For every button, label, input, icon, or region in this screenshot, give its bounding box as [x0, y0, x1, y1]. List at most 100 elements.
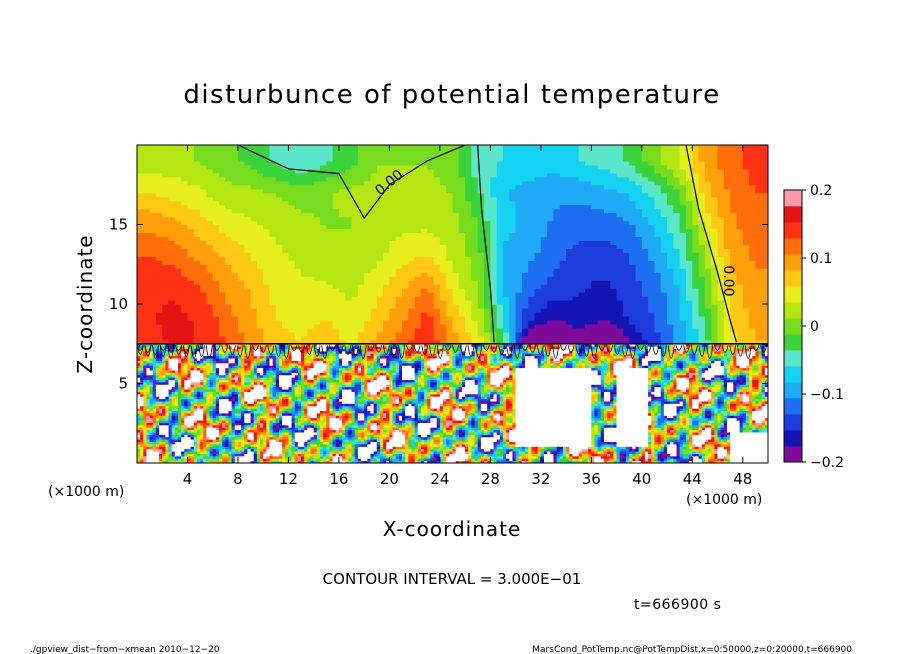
heat-cell	[452, 204, 460, 210]
heat-cell	[698, 164, 706, 170]
heat-cell	[654, 288, 662, 293]
heat-cell	[673, 315, 681, 321]
heat-cell	[301, 268, 308, 273]
heat-cell	[610, 315, 618, 321]
heat-cell	[572, 331, 580, 337]
heat-cell	[603, 331, 611, 337]
heat-cell	[200, 307, 208, 313]
heat-cell	[282, 307, 290, 313]
heat-cell	[610, 204, 618, 210]
heat-cell	[250, 236, 258, 241]
heat-cell	[673, 264, 681, 269]
heat-cell	[654, 240, 662, 245]
heat-cell	[755, 311, 763, 317]
heat-cell	[761, 300, 768, 305]
heat-cell	[509, 145, 517, 150]
heat-cell	[345, 319, 353, 325]
heat-cell	[446, 304, 454, 309]
heat-cell	[212, 256, 220, 261]
heat-cell	[231, 208, 239, 214]
heat-cell	[231, 156, 239, 162]
heat-cell	[534, 292, 542, 297]
heat-cell	[660, 268, 668, 273]
heat-cell	[162, 216, 170, 222]
heat-cell	[237, 331, 245, 337]
heat-cell	[187, 145, 195, 150]
heat-cell	[187, 220, 195, 226]
heat-cell	[711, 307, 719, 313]
heat-cell	[465, 300, 473, 305]
heat-cell	[168, 188, 176, 194]
heat-cell	[465, 319, 473, 325]
heat-cell	[282, 331, 290, 337]
heat-cell	[212, 184, 220, 190]
heat-cell	[282, 192, 290, 198]
heat-cell	[219, 208, 226, 214]
heat-cell	[559, 307, 567, 313]
heat-cell	[591, 292, 599, 297]
heat-cell	[528, 260, 536, 265]
heat-cell	[402, 327, 409, 333]
heat-cell	[673, 276, 681, 281]
heat-cell	[351, 252, 359, 257]
heat-cell	[395, 252, 403, 257]
heat-cell	[521, 256, 529, 261]
heat-cell	[446, 248, 454, 253]
heat-cell	[313, 272, 321, 277]
heat-cell	[553, 319, 561, 325]
heat-cell	[420, 224, 428, 230]
heat-cell	[761, 232, 768, 238]
heat-cell	[484, 315, 491, 321]
heat-cell	[471, 212, 479, 218]
heat-cell	[414, 196, 422, 202]
heat-cell	[654, 244, 662, 249]
heat-cell	[200, 315, 208, 321]
heat-cell	[660, 252, 668, 257]
heat-cell	[673, 252, 681, 257]
heat-cell	[755, 164, 763, 170]
heat-cell	[155, 319, 163, 325]
heat-cell	[383, 204, 390, 210]
heat-cell	[698, 252, 706, 257]
heat-cell	[244, 264, 252, 269]
heat-cell	[250, 284, 258, 289]
heat-cell	[585, 288, 592, 293]
heat-cell	[477, 304, 485, 309]
heat-cell	[679, 184, 687, 190]
heat-cell	[219, 164, 226, 170]
heat-cell	[137, 156, 144, 162]
heat-cell	[168, 296, 176, 301]
heat-cell	[641, 300, 649, 305]
heat-cell	[206, 319, 214, 325]
heat-cell	[622, 212, 630, 218]
heat-cell	[749, 276, 756, 281]
heat-cell	[206, 176, 214, 182]
heat-cell	[219, 152, 226, 158]
heat-cell	[193, 319, 201, 325]
heat-cell	[616, 264, 624, 269]
heat-cell	[603, 323, 611, 329]
heat-cell	[345, 232, 353, 238]
heat-cell	[408, 268, 416, 273]
heat-cell	[187, 331, 195, 337]
heat-cell	[439, 244, 447, 249]
heat-cell	[206, 300, 214, 305]
heat-cell	[357, 315, 365, 321]
heat-cell	[256, 212, 264, 218]
heat-cell	[553, 172, 561, 178]
heat-cell	[402, 335, 409, 341]
heat-cell	[540, 292, 548, 297]
heat-cell	[547, 240, 555, 245]
heat-cell	[326, 164, 334, 170]
heat-cell	[635, 148, 643, 154]
heat-cell	[168, 252, 176, 257]
heat-cell	[471, 268, 479, 273]
heat-cell	[219, 196, 226, 202]
heat-cell	[319, 200, 327, 206]
heat-cell	[603, 145, 611, 150]
heat-cell	[723, 244, 731, 249]
heat-cell	[269, 160, 277, 166]
heat-cell	[528, 327, 536, 333]
heat-cell	[629, 264, 637, 269]
heat-cell	[534, 300, 542, 305]
